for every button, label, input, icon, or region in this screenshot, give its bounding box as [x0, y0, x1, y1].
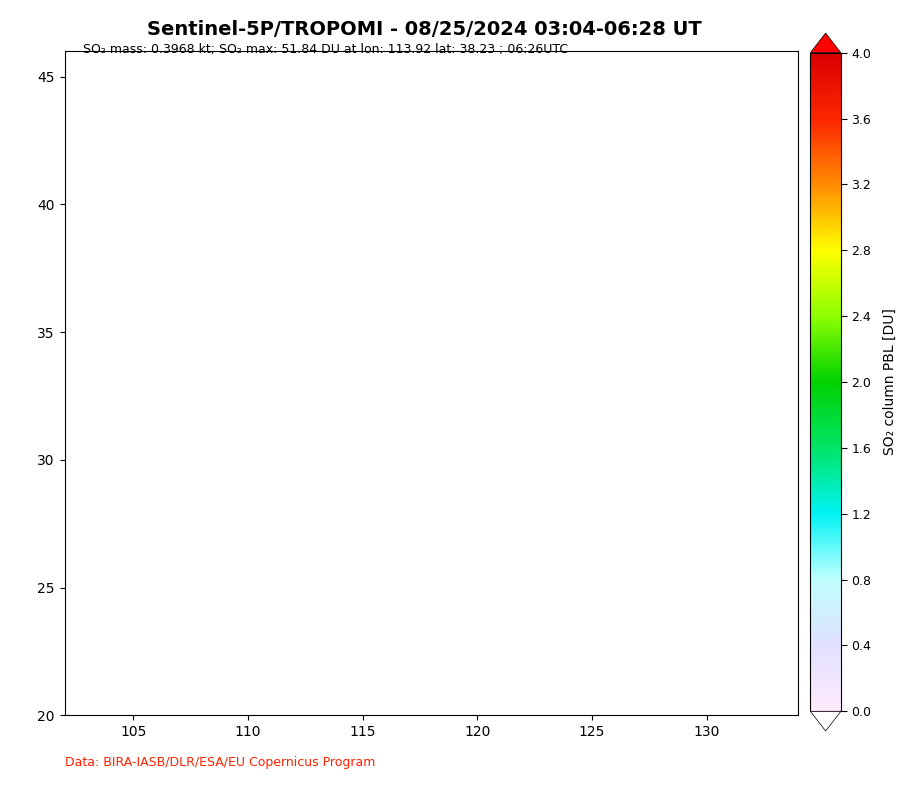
- Y-axis label: SO₂ column PBL [DU]: SO₂ column PBL [DU]: [882, 309, 896, 455]
- Text: Sentinel-5P/TROPOMI - 08/25/2024 03:04-06:28 UT: Sentinel-5P/TROPOMI - 08/25/2024 03:04-0…: [147, 20, 702, 39]
- Text: SO₂ mass: 0.3968 kt; SO₂ max: 51.84 DU at lon: 113.92 lat: 38.23 ; 06:26UTC: SO₂ mass: 0.3968 kt; SO₂ max: 51.84 DU a…: [83, 43, 569, 57]
- Text: Data: BIRA-IASB/DLR/ESA/EU Copernicus Program: Data: BIRA-IASB/DLR/ESA/EU Copernicus Pr…: [65, 755, 375, 769]
